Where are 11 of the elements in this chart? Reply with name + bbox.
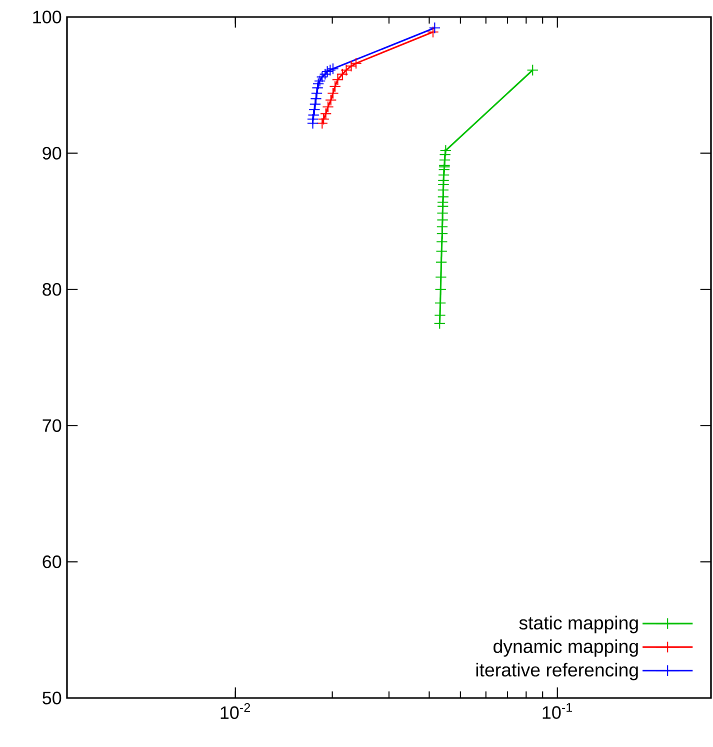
x-tick-label: 10$^{-1}$ xyxy=(542,703,572,719)
legend-label: static mapping xyxy=(519,616,638,634)
y-tick-label: 80 xyxy=(42,283,62,296)
x-tick-label: 10$^{-2}$ xyxy=(220,703,250,720)
legend-label: iterative referencing xyxy=(476,662,638,680)
y-tick-label: 60 xyxy=(42,555,62,568)
legend-label: dynamic mapping xyxy=(494,639,638,657)
y-tick-label: 100 xyxy=(33,10,62,24)
y-tick-label: 50 xyxy=(42,692,62,704)
y-tick-label: 90 xyxy=(42,146,62,160)
y-tick-label: 70 xyxy=(42,419,62,432)
